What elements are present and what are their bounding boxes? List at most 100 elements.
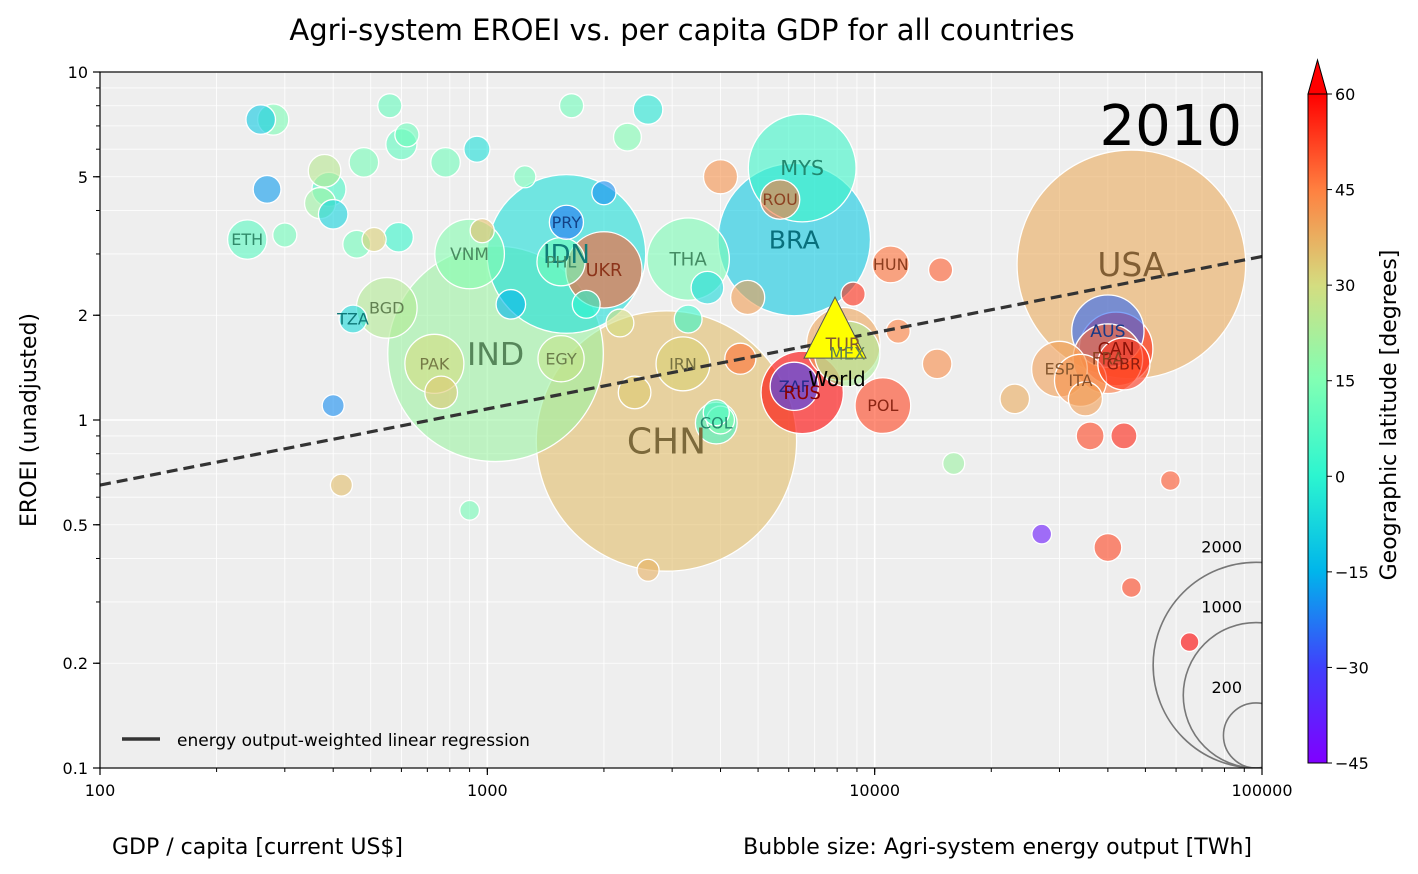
size-legend-label: 200 bbox=[1211, 678, 1242, 697]
bubble bbox=[495, 288, 527, 320]
bubble-rou bbox=[759, 179, 801, 220]
colorbar-tick-label: 15 bbox=[1335, 372, 1355, 391]
bubble bbox=[329, 473, 354, 497]
point-label-pak: PAK bbox=[419, 354, 450, 373]
point-label-eth: ETH bbox=[231, 230, 263, 249]
point-label-esp: ESP bbox=[1045, 360, 1075, 379]
point-label-gbr: GBR bbox=[1107, 354, 1142, 373]
colorbar-tick-label: 60 bbox=[1335, 85, 1355, 104]
bubble bbox=[272, 222, 298, 248]
bubble bbox=[1179, 632, 1200, 653]
size-legend: 2000 1000 200 bbox=[1152, 537, 1262, 768]
colorbar-gradient bbox=[1307, 93, 1328, 764]
size-label: Bubble size: Agri-system energy output [… bbox=[743, 835, 1252, 860]
point-label-irn: IRN bbox=[669, 354, 697, 373]
bubble-egy bbox=[537, 334, 585, 383]
bubble bbox=[729, 279, 766, 316]
point-label-col: COL bbox=[700, 414, 733, 433]
bubble bbox=[361, 226, 387, 253]
bubble-pry bbox=[548, 204, 585, 240]
colorbar-tick-label: 30 bbox=[1335, 276, 1355, 295]
point-label-rou: ROU bbox=[762, 190, 797, 209]
point-label-can: CAN bbox=[1098, 340, 1135, 360]
x-tick-label: 1000 bbox=[467, 781, 508, 800]
bubble-pol bbox=[854, 377, 912, 435]
y-tick-label: 0.2 bbox=[63, 654, 88, 673]
colorbar-extend-arrow bbox=[1307, 58, 1328, 95]
bubble bbox=[307, 153, 342, 188]
bubble bbox=[690, 270, 725, 305]
bubble bbox=[605, 308, 635, 338]
bubble bbox=[252, 174, 282, 204]
legend: energy output-weighted linear regression bbox=[122, 731, 530, 751]
bubble-tza bbox=[338, 304, 368, 334]
bubble bbox=[1067, 381, 1104, 417]
y-tick-label: 2 bbox=[78, 306, 88, 325]
point-label-bra: BRA bbox=[769, 225, 821, 254]
bubble bbox=[571, 289, 601, 319]
bubble bbox=[840, 281, 866, 307]
bubble bbox=[1075, 421, 1105, 451]
bubble bbox=[921, 348, 953, 380]
size-legend-circle bbox=[1182, 621, 1262, 768]
point-label-fra: FRA bbox=[1092, 349, 1125, 369]
bubble bbox=[321, 393, 345, 418]
point-label-ukr: UKR bbox=[586, 261, 623, 281]
point-label-tza: TZA bbox=[336, 310, 369, 329]
world-marker bbox=[803, 296, 867, 359]
bubble bbox=[612, 122, 643, 152]
y-tick-label: 5 bbox=[78, 168, 88, 187]
size-legend-label: 1000 bbox=[1201, 598, 1242, 617]
x-tick-label: 10000 bbox=[849, 781, 900, 800]
y-tick-label: 0.5 bbox=[63, 516, 88, 535]
y-tick-label: 10 bbox=[68, 63, 88, 82]
colorbar-ticks: −45 −30 −15 0 15 30 45 60 bbox=[1327, 85, 1369, 773]
bubble bbox=[1093, 532, 1123, 563]
bubble bbox=[463, 135, 491, 163]
bubble bbox=[927, 257, 954, 283]
y-tick-label: 0.1 bbox=[63, 759, 88, 778]
bubble bbox=[377, 93, 403, 119]
bubble bbox=[702, 398, 730, 427]
point-label-bgd: BGD bbox=[369, 298, 405, 317]
bubble-gbr bbox=[1097, 337, 1151, 391]
x-tick-label: 100 bbox=[85, 781, 116, 800]
size-legend-label: 2000 bbox=[1201, 537, 1242, 556]
point-label-zaf: ZAF bbox=[779, 377, 810, 396]
x-axis-label: GDP / capita [current US$] bbox=[112, 835, 403, 860]
bubble bbox=[383, 221, 414, 253]
bubble bbox=[513, 165, 537, 189]
bubble bbox=[591, 179, 617, 206]
point-label-aus: AUS bbox=[1090, 322, 1125, 342]
bubble bbox=[317, 198, 349, 230]
colorbar-tick-label: 45 bbox=[1335, 181, 1355, 200]
bubble bbox=[459, 499, 481, 521]
bubble bbox=[424, 375, 459, 410]
bubble bbox=[673, 304, 703, 334]
world-label: World bbox=[808, 367, 865, 391]
bubble bbox=[636, 558, 660, 582]
point-label-pol: POL bbox=[867, 396, 898, 415]
colorbar-tick-label: −15 bbox=[1335, 563, 1369, 582]
bubble bbox=[1031, 523, 1053, 545]
bubble bbox=[558, 93, 585, 119]
bubble bbox=[245, 104, 277, 135]
point-label-vnm: VNM bbox=[450, 244, 489, 264]
point-label-chn: CHN bbox=[627, 422, 706, 463]
point-label-idn: IDN bbox=[543, 240, 590, 270]
year-label: 2010 bbox=[1099, 94, 1242, 159]
point-label-mex: MEX bbox=[829, 345, 865, 364]
y-axis-label: EROEI (unadjusted) bbox=[17, 313, 42, 527]
bubble bbox=[348, 146, 380, 178]
bubble bbox=[632, 94, 664, 125]
colorbar-tick-label: −45 bbox=[1335, 754, 1369, 773]
point-label-phl: PHL bbox=[546, 252, 577, 271]
point-label-tha: THA bbox=[669, 249, 708, 270]
point-label-pry: PRY bbox=[552, 213, 582, 232]
bubble bbox=[394, 122, 420, 148]
bubble bbox=[617, 375, 652, 410]
bubble bbox=[999, 383, 1031, 415]
regression-line bbox=[100, 254, 1262, 487]
